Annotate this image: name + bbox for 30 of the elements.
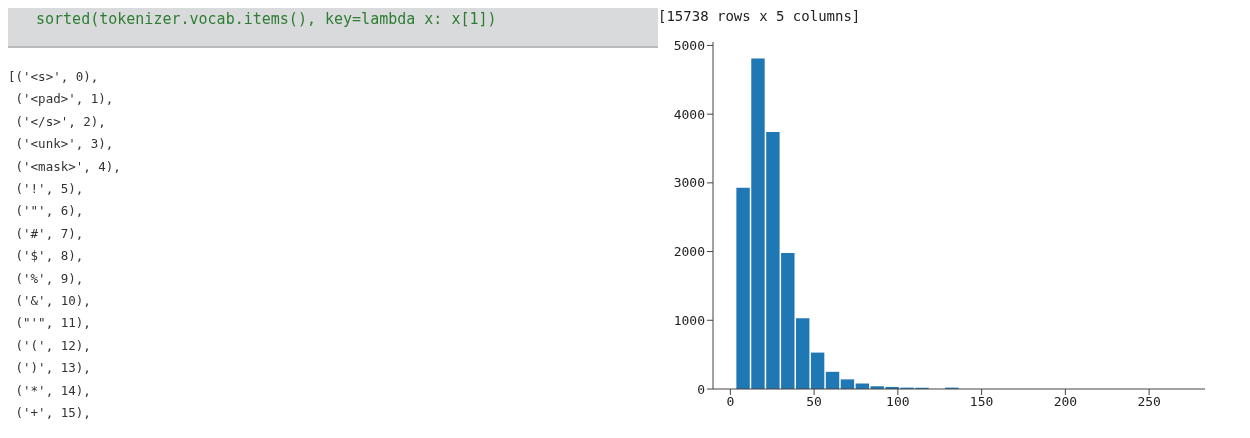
text: (')', 13), — [14, 359, 92, 378]
text: [15738 rows x 5 columns] — [658, 8, 862, 26]
text: ('$', 8), — [14, 247, 85, 266]
y-tick-label: 4000 — [673, 106, 705, 122]
text: ("'", 11), — [14, 314, 92, 333]
y-tick-label: 3000 — [673, 175, 705, 191]
text: ('<mask>', 4), — [14, 157, 122, 176]
text: ('*', 14), — [14, 381, 92, 400]
text: ('<pad>', 1), — [14, 90, 115, 109]
text: ('%', 9), — [14, 269, 85, 288]
text: [('<s>', 0), — [8, 68, 100, 86]
text: ('(', 12), — [14, 336, 92, 355]
x-tick-label: 100 — [886, 394, 910, 410]
text: ('+', 15), — [14, 404, 92, 423]
x-tick-label: 50 — [806, 394, 822, 410]
text: ('!', 5), — [14, 180, 85, 199]
text: sorted(tokenizer.vocab.items(), key=lambda x: x[1]) — [8, 8, 658, 48]
x-tick-label: 0 — [726, 394, 735, 410]
text: ('&', 10), — [14, 292, 92, 311]
text: ('"', 6), — [14, 202, 85, 221]
x-tick-label: 200 — [1053, 394, 1078, 410]
y-tick-label: 0 — [697, 381, 705, 397]
text: ('</s>', 2), — [14, 112, 107, 131]
x-tick-label: 150 — [969, 394, 994, 410]
x-tick-label: 250 — [1137, 394, 1161, 410]
y-tick-label: 2000 — [673, 244, 705, 260]
y-tick-label: 1000 — [673, 312, 705, 328]
y-tick-label: 5000 — [673, 38, 705, 54]
text: ('#', 7), — [14, 224, 85, 243]
text: ('<unk>', 3), — [14, 135, 115, 154]
